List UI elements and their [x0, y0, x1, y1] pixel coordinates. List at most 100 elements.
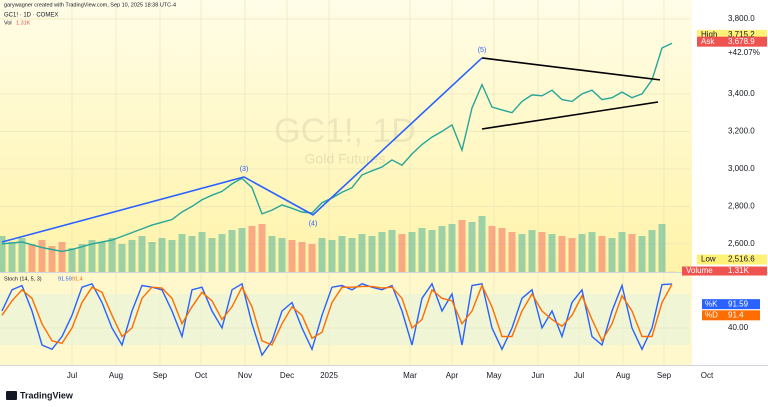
x-tick-label: 2025: [320, 371, 338, 380]
vol-value: 1.31K: [16, 20, 31, 26]
volume-bar: [208, 238, 216, 272]
y-tick-label: 2,800.0: [728, 202, 755, 211]
stoch-line: [1, 283, 673, 346]
volume-bar: [648, 230, 656, 272]
y-tick-label: 3,800.0: [728, 14, 755, 23]
stoch-value: 91.59: [728, 299, 749, 308]
volume-bar: [88, 240, 96, 272]
volume-bar: [258, 224, 266, 272]
x-tick-label: Sep: [657, 371, 672, 380]
volume-bar: [148, 242, 156, 272]
volume-bar: [568, 238, 576, 272]
volume-bar: [378, 232, 386, 272]
x-tick-label: Sep: [153, 371, 168, 380]
trendline: [481, 57, 661, 81]
volume-bar: [38, 240, 46, 272]
x-tick-label: Jun: [532, 371, 545, 380]
volume-bar: [48, 246, 56, 272]
price-label-tag: Ask: [701, 37, 715, 46]
x-tick-label: May: [486, 371, 501, 380]
volume-bar: [18, 238, 26, 272]
volume-bar: [278, 238, 286, 272]
trendline: [481, 101, 659, 130]
volume-bar: [248, 226, 256, 272]
volume-bar: [98, 242, 106, 272]
volume-label-box: [682, 266, 767, 276]
volume-bar: [238, 228, 246, 272]
volume-bar: [288, 240, 296, 272]
volume-bar: [78, 244, 86, 272]
volume-bar: [368, 236, 376, 272]
stoch-value-box: [724, 299, 760, 310]
wave-line: [1, 57, 483, 243]
price-label-tag: High: [701, 30, 717, 39]
volume-bar: [178, 234, 186, 272]
volume-label-value: 1.31K: [728, 266, 750, 275]
x-tick-label: Jul: [67, 371, 77, 380]
x-tick-label: Aug: [616, 371, 630, 380]
volume-bar: [128, 240, 136, 272]
stoch-label-box: [702, 310, 724, 321]
volume-bar: [318, 238, 326, 272]
volume-label-tag: Volume: [686, 266, 713, 275]
volume-bar: [618, 232, 626, 272]
volume-bar: [598, 236, 606, 272]
x-tick-label: Oct: [195, 371, 208, 380]
volume-bar: [408, 232, 416, 272]
logo: TradingView: [6, 390, 74, 400]
volume-bar: [398, 234, 406, 272]
volume-bar: [358, 234, 366, 272]
volume-bar: [418, 228, 426, 272]
wave-label: (3): [240, 166, 249, 173]
volume-bar: [328, 240, 336, 272]
volume-bar: [348, 238, 356, 272]
volume-bar: [218, 234, 226, 272]
y-tick-label: 3,000.0: [728, 164, 755, 173]
volume-bar: [298, 242, 306, 272]
volume-bar: [498, 228, 506, 272]
price-label-value: 2,516.6: [728, 255, 755, 264]
volume-bar: [438, 226, 446, 272]
y-tick-label: 3,200.0: [728, 127, 755, 136]
wave-label: (5): [478, 47, 487, 54]
volume-bar: [508, 232, 516, 272]
price-label-box: [697, 254, 767, 265]
stoch-k-header: 91.59: [58, 276, 72, 282]
marks: [0, 42, 676, 357]
grid: [0, 0, 690, 365]
volume-bar: [8, 242, 16, 272]
y-tick-label: 3,400.0: [728, 89, 755, 98]
stoch-line: [1, 282, 673, 357]
x-tick-label: Jul: [574, 371, 584, 380]
volume-bar: [608, 238, 616, 272]
volume-bar: [628, 234, 636, 272]
volume-bar: [558, 236, 566, 272]
stoch-tick-label: 40.00: [728, 323, 749, 332]
credit: garywagner created with TradingView.com,…: [4, 2, 176, 8]
volume-bar: [28, 244, 36, 272]
volume-bar: [58, 242, 66, 272]
volume-bar: [268, 236, 276, 272]
watermark-symbol: GC1!, 1D: [274, 112, 416, 150]
volume-bar: [188, 236, 196, 272]
volume-bar: [578, 234, 586, 272]
stoch-band: [0, 294, 690, 345]
volume-bar: [168, 240, 176, 272]
x-tick-label: Dec: [280, 371, 294, 380]
price-label-tag: Low: [701, 255, 716, 264]
wave-label: (4): [309, 221, 318, 228]
volume-bar: [228, 230, 236, 272]
vol-label: Vol: [4, 20, 12, 26]
stoch-d-header: 91.4: [72, 276, 83, 282]
x-tick-label: Oct: [701, 371, 714, 380]
volume-bar: [388, 230, 396, 272]
change-label: +42.07%: [728, 48, 760, 57]
price-line: [1, 42, 673, 253]
volume-bar: [468, 222, 476, 272]
price-label-value: 3,678.9: [728, 37, 755, 46]
stoch-value-box: [724, 310, 760, 321]
y-tick-label: 2,600.0: [728, 239, 755, 248]
volume-bar: [308, 244, 316, 272]
price-pane: [0, 0, 692, 272]
